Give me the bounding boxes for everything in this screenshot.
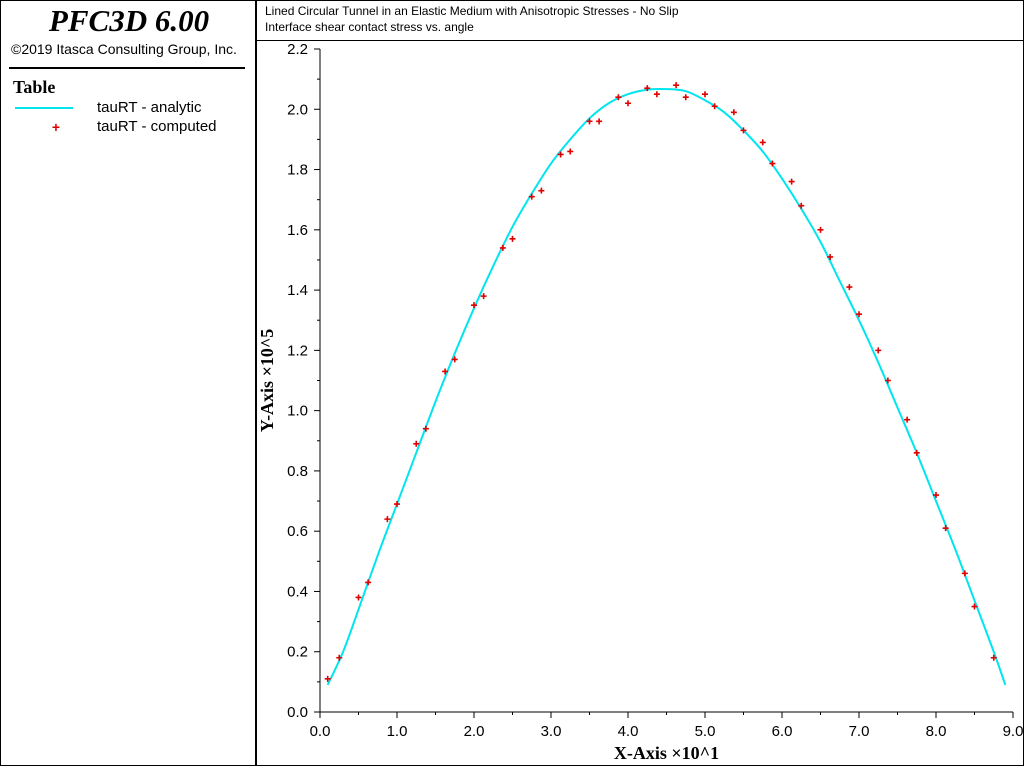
legend-heading: Table [13,77,56,97]
plus-marker-icon: + [51,119,61,135]
computed-point [442,368,449,375]
x-tick-label: 5.0 [695,723,716,740]
computed-point [730,109,737,116]
cyan-line-icon [15,107,73,109]
computed-point [557,151,564,158]
computed-point [625,100,631,107]
y-tick-label: 0.2 [287,644,308,661]
x-tick-label: 3.0 [541,723,562,740]
computed-point [451,356,458,363]
app-title: PFC3D 6.00 [48,3,210,38]
chart-svg: 0.0 1.0 2.0 3.0 4.0 5.0 6.0 7.0 8.0 9.0 0.0 0.2 0.4 0… [257,41,1023,763]
title-divider [9,67,245,69]
computed-point [365,579,372,586]
computed-point [711,103,718,110]
y-tick-label: 0.6 [287,523,308,540]
legend-item-analytic: tauRT - analytic [15,99,245,117]
legend-label-computed: tauRT - computed [97,118,217,135]
copyright-text: ©2019 Itasca Consulting Group, Inc. [11,41,237,57]
computed-point [394,501,400,508]
x-tick-label: 7.0 [849,723,870,740]
chart-title: Lined Circular Tunnel in an Elastic Medi… [265,4,679,18]
computed-point [990,654,997,661]
legend-item-computed: + tauRT - computed [15,118,245,136]
computed-point [673,82,680,89]
computed-point [884,377,891,384]
y-tick-label: 2.2 [287,41,308,58]
computed-point [740,127,747,134]
computed-point [942,525,949,532]
computed-point [769,160,776,167]
computed-point [846,284,853,291]
computed-point [567,148,574,155]
x-tick-label: 0.0 [310,723,331,740]
computed-point [384,516,391,523]
y-axis-title: Y-Axis ×10^5 [257,329,277,433]
computed-point [875,347,882,354]
computed-point [355,594,362,601]
computed-point [324,675,331,682]
computed-point [913,449,920,456]
computed-point [509,235,516,242]
computed-point [971,603,978,610]
x-tick-label: 9.0 [1003,723,1023,740]
computed-point [480,293,487,300]
y-tick-label: 0.0 [287,704,308,721]
legend-swatch-line [15,99,85,117]
y-tick-label: 0.8 [287,463,308,480]
computed-point [336,654,343,661]
computed-point [413,440,420,447]
computed-point [682,94,689,101]
computed-point [538,187,545,194]
x-tick-label: 4.0 [618,723,639,740]
y-tick-label: 1.2 [287,342,308,359]
legend-label-analytic: tauRT - analytic [97,99,202,116]
legend-swatch-marker: + [15,118,85,136]
computed-point [856,311,862,318]
plot-frame: 0.0 1.0 2.0 3.0 4.0 5.0 6.0 7.0 8.0 9.0 0.0 0.2 0.4 0… [256,40,1024,766]
chart-header: Lined Circular Tunnel in an Elastic Medi… [256,0,1024,41]
y-tick-label: 1.4 [287,282,308,299]
computed-point [817,226,824,233]
computed-point [596,118,603,125]
computed-point [499,244,506,251]
computed-point [586,118,593,125]
computed-point [904,416,911,423]
x-tick-label: 8.0 [926,723,947,740]
computed-point [615,94,622,101]
computed-point [827,253,834,260]
computed-point [653,91,660,98]
x-tick-label: 1.0 [387,723,408,740]
computed-point [759,139,766,146]
y-tick-label: 2.0 [287,101,308,118]
legend-panel: PFC3D 6.00 ©2019 Itasca Consulting Group… [0,0,256,766]
y-tick-label: 1.6 [287,222,308,239]
computed-point [422,425,429,432]
x-axis-title: X-Axis ×10^1 [614,743,719,763]
computed-point [961,570,968,577]
computed-point [471,302,477,309]
computed-point [788,178,795,185]
y-tick-label: 0.4 [287,583,308,600]
x-tick-label: 2.0 [464,723,485,740]
computed-point [933,492,939,499]
computed-point [798,202,805,209]
y-tick-label: 1.0 [287,403,308,420]
y-tick-label: 1.8 [287,162,308,179]
computed-point [528,193,535,200]
x-tick-label: 6.0 [772,723,793,740]
computed-point [644,85,651,92]
series-analytic-line [326,87,1007,686]
chart-subtitle: Interface shear contact stress vs. angle [265,20,474,34]
computed-point [702,91,708,98]
